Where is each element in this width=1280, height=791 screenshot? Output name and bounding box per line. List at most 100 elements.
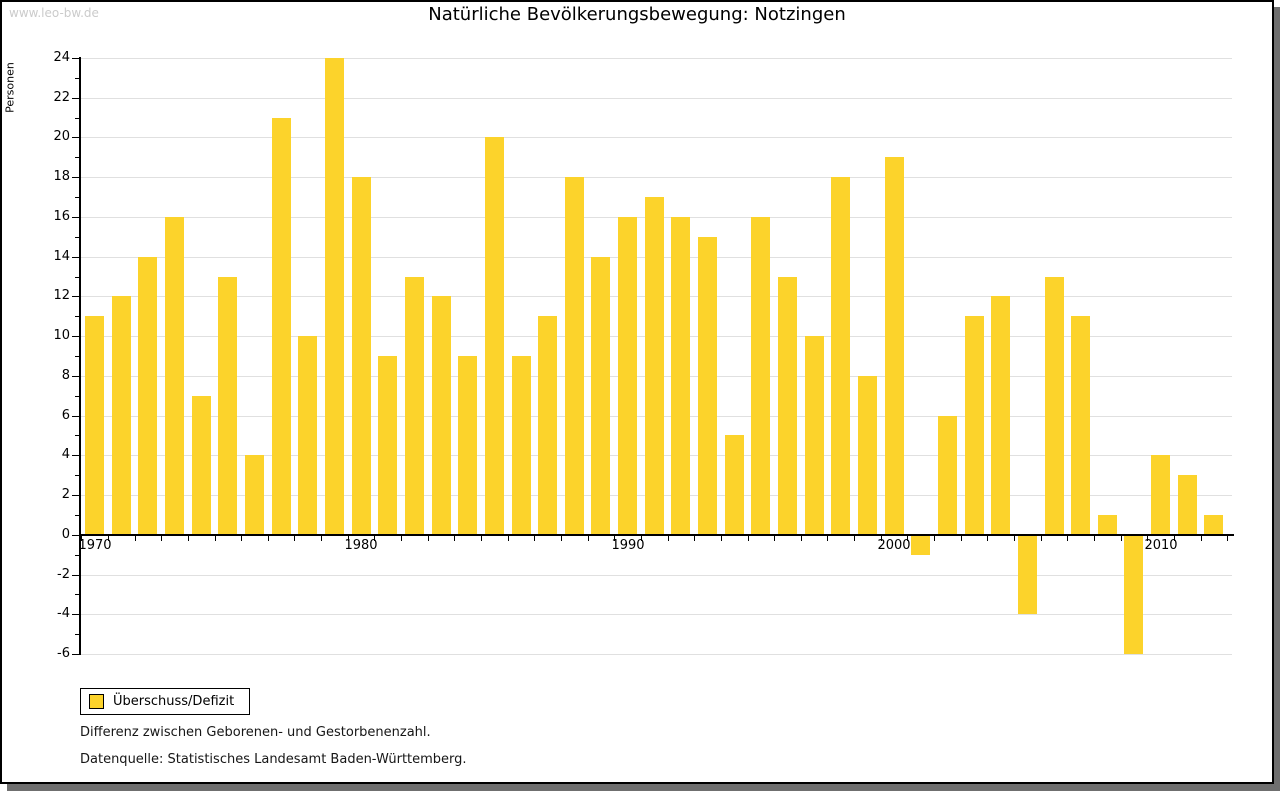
x-tick-36 (1041, 536, 1042, 541)
bar-2000 (885, 157, 904, 534)
bar-1978 (298, 336, 317, 534)
x-tick-label-2010: 2010 (1144, 538, 1178, 553)
y-tick--6 (72, 654, 79, 655)
watermark: www.leo-bw.de (9, 6, 99, 20)
bar-2006 (1045, 277, 1064, 534)
x-tick-11 (374, 536, 375, 541)
bar-1985 (485, 137, 504, 534)
x-tick-23 (694, 536, 695, 541)
y-tick-8 (72, 376, 79, 377)
bar-1973 (165, 217, 184, 534)
x-tick-3 (161, 536, 162, 541)
x-tick-38 (1094, 536, 1095, 541)
legend-swatch-icon (89, 694, 104, 709)
y-tick-11 (75, 316, 79, 317)
bar-1979 (325, 58, 344, 534)
bar-1988 (565, 177, 584, 534)
x-tick-2 (135, 536, 136, 541)
y-tick-label-12: 12 (53, 288, 70, 303)
bar-1971 (112, 296, 131, 534)
y-tick--5 (75, 634, 79, 635)
x-tick-19 (588, 536, 589, 541)
bar-2004 (991, 296, 1010, 534)
x-tick-40 (1147, 536, 1148, 541)
y-axis-line (79, 57, 81, 655)
x-tick-10 (348, 536, 349, 541)
bar-1987 (538, 316, 557, 534)
bar-1992 (671, 217, 690, 534)
x-tick-35 (1014, 536, 1015, 541)
y-tick-24 (72, 58, 79, 59)
x-tick-41 (1174, 536, 1175, 541)
x-tick-4 (188, 536, 189, 541)
y-tick-label-22: 22 (53, 90, 70, 105)
x-axis-line (79, 534, 1234, 536)
bar-1989 (591, 257, 610, 534)
y-tick-label-4: 4 (61, 447, 70, 462)
plot-area: -6 -4 -2 0 2 4 6 8 10 12 14 16 18 20 22 24 1970 1980 1990 2… (2, 2, 1272, 782)
bar-1977 (272, 118, 291, 534)
bar-1970 (85, 316, 104, 534)
gridline-y20 (79, 137, 1232, 138)
x-tick-label-2000: 2000 (877, 538, 911, 553)
y-tick-18 (72, 177, 79, 178)
x-tick-29 (854, 536, 855, 541)
x-tick-43 (1227, 536, 1228, 541)
bar-1980 (352, 177, 371, 534)
y-tick-9 (75, 356, 79, 357)
y-tick-5 (75, 435, 79, 436)
bar-2005 (1018, 536, 1037, 614)
y-tick--4 (72, 614, 79, 615)
y-tick-label-24: 24 (53, 50, 70, 65)
x-tick-16 (508, 536, 509, 541)
y-tick-15 (75, 237, 79, 238)
bar-2011 (1178, 475, 1197, 534)
bar-1982 (405, 277, 424, 534)
bar-1975 (218, 277, 237, 534)
x-tick-20 (614, 536, 615, 541)
x-tick-28 (827, 536, 828, 541)
y-tick-12 (72, 296, 79, 297)
bar-1995 (751, 217, 770, 534)
x-tick-7 (268, 536, 269, 541)
bar-1976 (245, 455, 264, 534)
y-tick--3 (75, 594, 79, 595)
y-tick-label-6: 6 (61, 408, 70, 423)
x-tick-31 (907, 536, 908, 541)
x-tick-34 (987, 536, 988, 541)
y-tick-label-0: 0 (61, 527, 70, 542)
y-tick-label-10: 10 (53, 328, 70, 343)
y-tick-20 (72, 137, 79, 138)
y-tick-10 (72, 336, 79, 337)
y-tick-0 (72, 535, 79, 536)
bar-1997 (805, 336, 824, 534)
bar-2001 (911, 536, 930, 555)
x-tick-9 (321, 536, 322, 541)
x-tick-0 (81, 536, 82, 541)
bar-2009 (1124, 536, 1143, 654)
x-tick-27 (801, 536, 802, 541)
bar-1986 (512, 356, 531, 534)
bar-1999 (858, 376, 877, 534)
bar-2002 (938, 416, 957, 534)
y-tick-label-18: 18 (53, 169, 70, 184)
legend-label: Überschuss/Defizit (113, 694, 235, 709)
legend: Überschuss/Defizit (80, 688, 250, 715)
bar-1983 (432, 296, 451, 534)
x-tick-17 (534, 536, 535, 541)
gridline-y-4 (79, 614, 1232, 615)
gridline-y22 (79, 98, 1232, 99)
x-tick-25 (748, 536, 749, 541)
bar-2008 (1098, 515, 1117, 534)
x-tick-13 (428, 536, 429, 541)
y-tick-17 (75, 197, 79, 198)
gridline-y-2 (79, 575, 1232, 576)
x-tick-label-1990: 1990 (611, 538, 645, 553)
y-tick-4 (72, 455, 79, 456)
y-tick-21 (75, 118, 79, 119)
bar-1972 (138, 257, 157, 534)
x-tick-6 (241, 536, 242, 541)
bar-2010 (1151, 455, 1170, 534)
y-tick-13 (75, 277, 79, 278)
